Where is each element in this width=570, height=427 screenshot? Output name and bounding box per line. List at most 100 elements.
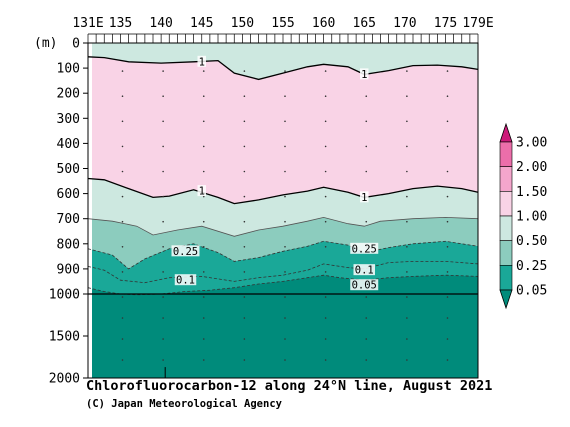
sample-dot: [121, 271, 124, 273]
sample-dot: [202, 317, 205, 319]
sample-dot: [406, 95, 408, 97]
sample-dot: [284, 170, 286, 173]
sample-dot: [202, 145, 205, 148]
sample-dot: [324, 359, 327, 361]
contour-label-bg: [360, 191, 369, 203]
sample-dot: [324, 120, 327, 123]
y-tick-label: 400: [57, 137, 80, 152]
y-tick-label: 2000: [49, 372, 80, 387]
sample-dot: [243, 145, 246, 148]
sample-dot: [446, 170, 449, 173]
contour-label: 1: [361, 69, 367, 81]
colorbar-band: [499, 141, 513, 167]
y-tick-label: 600: [57, 187, 80, 202]
contour-1-lower: [87, 177, 479, 205]
sample-dot: [202, 70, 205, 72]
sample-dot: [243, 338, 246, 340]
sample-dot: [162, 338, 164, 340]
sample-dot: [324, 170, 327, 173]
contour-label-bg: [174, 274, 197, 286]
sample-dot: [202, 338, 205, 340]
sample-dot: [162, 220, 164, 223]
sample-dot: [121, 246, 124, 248]
contour-label-bg: [353, 264, 375, 276]
sample-dot: [121, 220, 124, 223]
sample-dot: [243, 170, 246, 173]
sample-dot: [365, 296, 368, 298]
y-tick-label: 300: [57, 112, 80, 127]
sample-dot: [324, 145, 327, 148]
colorbar-band: [499, 215, 513, 241]
contour-label-bg: [171, 245, 200, 257]
contour-label: 0.25: [173, 246, 198, 258]
x-tick-label: 145: [190, 16, 213, 31]
sample-dot: [446, 338, 449, 340]
sample-dot: [243, 120, 246, 123]
sample-dot: [162, 296, 164, 298]
sample-dot: [162, 195, 164, 198]
sample-dot: [324, 70, 327, 72]
contour-label: 1: [199, 186, 205, 198]
x-tick-label: 170: [393, 16, 416, 31]
fill-1.0-1.5: [88, 56, 478, 204]
sample-dot: [121, 145, 124, 148]
sample-dot: [243, 95, 246, 97]
chart-credit: (C) Japan Meteorological Agency: [86, 398, 282, 410]
sample-dot: [243, 296, 246, 298]
contour-label: 0.1: [355, 265, 374, 277]
y-tick-label: 900: [57, 262, 80, 277]
sample-dot: [406, 271, 408, 273]
sample-dot: [446, 220, 449, 223]
sample-dot: [406, 317, 408, 319]
sample-dot: [121, 120, 124, 123]
y-tick-label: 1000: [49, 288, 80, 303]
fill-0.5-1.0-surface: [88, 43, 478, 80]
sample-dot: [406, 246, 408, 248]
sample-dot: [162, 246, 164, 248]
sample-dot: [406, 70, 408, 72]
sample-dot: [202, 170, 205, 173]
sample-dot: [284, 70, 286, 72]
sample-dot: [121, 296, 124, 298]
colorbar-label: 0.25: [516, 259, 547, 274]
y-tick-label: 0: [72, 37, 80, 52]
sample-dot: [324, 271, 327, 273]
contour-label-bg: [350, 279, 379, 291]
x-tick-label: 135: [109, 16, 132, 31]
sample-dot: [324, 317, 327, 319]
colorbar-label: 2.00: [516, 160, 547, 175]
colorbar-band: [499, 166, 513, 192]
sample-dot: [284, 120, 286, 123]
sample-dot: [243, 195, 246, 198]
contour-0.1: [87, 261, 479, 284]
contour-label: 1: [199, 56, 205, 68]
sample-dot: [121, 95, 124, 97]
sample-dot: [406, 338, 408, 340]
fill-0.25-0.5: [88, 217, 478, 269]
colorbar-label: 0.50: [516, 234, 547, 249]
sample-dot: [406, 359, 408, 361]
sample-dot: [284, 195, 286, 198]
sample-dot: [365, 317, 368, 319]
contour-label-bg: [360, 68, 369, 80]
sample-dot: [162, 317, 164, 319]
sample-dot: [406, 120, 408, 123]
sample-dot: [324, 296, 327, 298]
sample-dot: [202, 246, 205, 248]
fill-0.05-0.1: [88, 261, 478, 295]
sample-dot: [202, 296, 205, 298]
x-tick-label: 131E: [72, 16, 103, 31]
sample-dot: [406, 296, 408, 298]
sample-dot: [365, 359, 368, 361]
contour-0.05: [87, 274, 479, 296]
sample-dot: [324, 338, 327, 340]
sample-dot: [324, 95, 327, 97]
y-tick-label: 100: [57, 62, 80, 77]
contour-1-upper: [87, 56, 479, 81]
sample-dot: [284, 271, 286, 273]
sample-dot: [365, 120, 368, 123]
sample-dot: [365, 170, 368, 173]
sample-dot: [284, 220, 286, 223]
sample-dot: [284, 95, 286, 97]
